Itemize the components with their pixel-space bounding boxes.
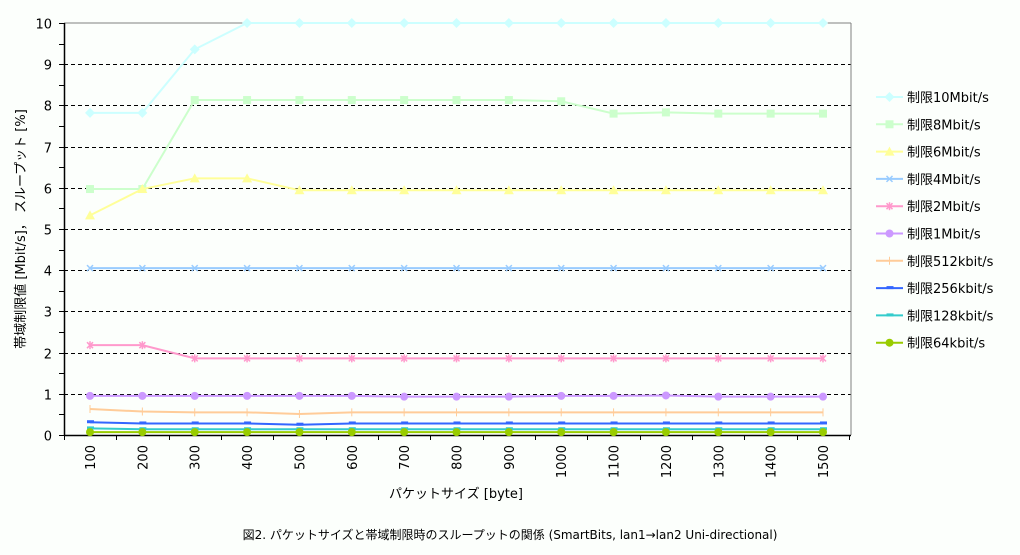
legend-item: 制限8Mbit/s	[876, 118, 981, 133]
legend-label: 制限2Mbit/s	[907, 200, 981, 215]
legend-label: 制限512kbit/s	[907, 255, 994, 270]
legend-item: 制限64kbit/s	[876, 337, 985, 352]
x-tick-label: 1200	[660, 445, 675, 478]
y-tick-label: 3	[44, 306, 52, 321]
x-tick-label: 700	[398, 445, 413, 470]
x-tick-label: 1300	[712, 445, 727, 478]
x-tick-label: 400	[241, 445, 256, 470]
x-tick-label: 200	[136, 445, 151, 470]
legend-item: 制限2Mbit/s	[876, 200, 981, 215]
legend-label: 制限10Mbit/s	[907, 91, 989, 106]
series-4	[86, 341, 827, 363]
series-9	[86, 428, 827, 437]
y-tick-label: 5	[44, 224, 52, 239]
x-tick-label: 900	[503, 445, 518, 470]
legend: 制限10Mbit/s 制限8Mbit/s 制限6Mbit/s 制限4Mbit/s 制限2…	[876, 91, 994, 352]
legend-label: 制限8Mbit/s	[907, 118, 981, 133]
legend-label: 制限128kbit/s	[907, 309, 994, 324]
legend-item: 制限10Mbit/s	[876, 91, 989, 106]
x-axis-title: パケットサイズ [byte]	[389, 486, 523, 502]
series-2	[85, 173, 828, 220]
series-5	[86, 391, 827, 401]
y-tick-label: 9	[44, 59, 52, 74]
y-tick-label: 0	[44, 430, 52, 445]
legend-item: 制限256kbit/s	[876, 282, 994, 297]
y-tick-label: 4	[44, 265, 52, 280]
x-tick-label: 500	[293, 445, 308, 470]
series-6	[89, 405, 824, 418]
y-axis-title: 帯域制限値 [Mbit/s]， スループット [%]	[13, 109, 29, 349]
y-tick-label: 10	[35, 18, 52, 33]
y-tick-label: 7	[44, 142, 52, 157]
y-tick-label: 8	[44, 100, 52, 115]
x-tick-label: 1100	[608, 445, 623, 478]
x-tick-label: 1400	[765, 445, 780, 478]
y-tick-label: 2	[44, 348, 52, 363]
x-tick-label: 300	[189, 445, 204, 470]
x-tick-label: 1500	[817, 445, 832, 478]
series-3	[86, 264, 827, 272]
legend-label: 制限256kbit/s	[907, 282, 994, 297]
legend-item: 制限6Mbit/s	[876, 146, 981, 161]
legend-item: 制限4Mbit/s	[876, 173, 981, 188]
axes: 0 1 2 3 4 5 6 7 8 9 10 100 200 300 400 500 600 700 800 900 1…	[35, 18, 852, 478]
x-tick-label: 800	[451, 445, 466, 470]
x-tick-label: 600	[346, 445, 361, 470]
series-1	[86, 96, 827, 194]
legend-label: 制限4Mbit/s	[907, 173, 981, 188]
legend-item: 制限128kbit/s	[876, 309, 994, 324]
legend-label: 制限6Mbit/s	[907, 146, 981, 161]
series-7	[87, 420, 827, 426]
legend-label: 制限1Mbit/s	[907, 228, 981, 243]
legend-item: 制限1Mbit/s	[876, 228, 981, 243]
series-0	[85, 18, 828, 118]
legend-label: 制限64kbit/s	[907, 337, 985, 352]
data-series	[85, 18, 828, 437]
legend-item: 制限512kbit/s	[876, 255, 994, 270]
x-tick-label: 1000	[555, 445, 570, 478]
figure-caption: 図2. パケットサイズと帯域制限時のスループットの関係 (SmartBits, …	[242, 528, 778, 542]
throughput-line-chart: 0 1 2 3 4 5 6 7 8 9 10 100 200 300 400 500 600 700 800 900 1…	[13, 18, 994, 503]
x-tick-label: 100	[84, 445, 99, 470]
y-tick-label: 1	[44, 389, 52, 404]
y-tick-label: 6	[44, 183, 52, 198]
